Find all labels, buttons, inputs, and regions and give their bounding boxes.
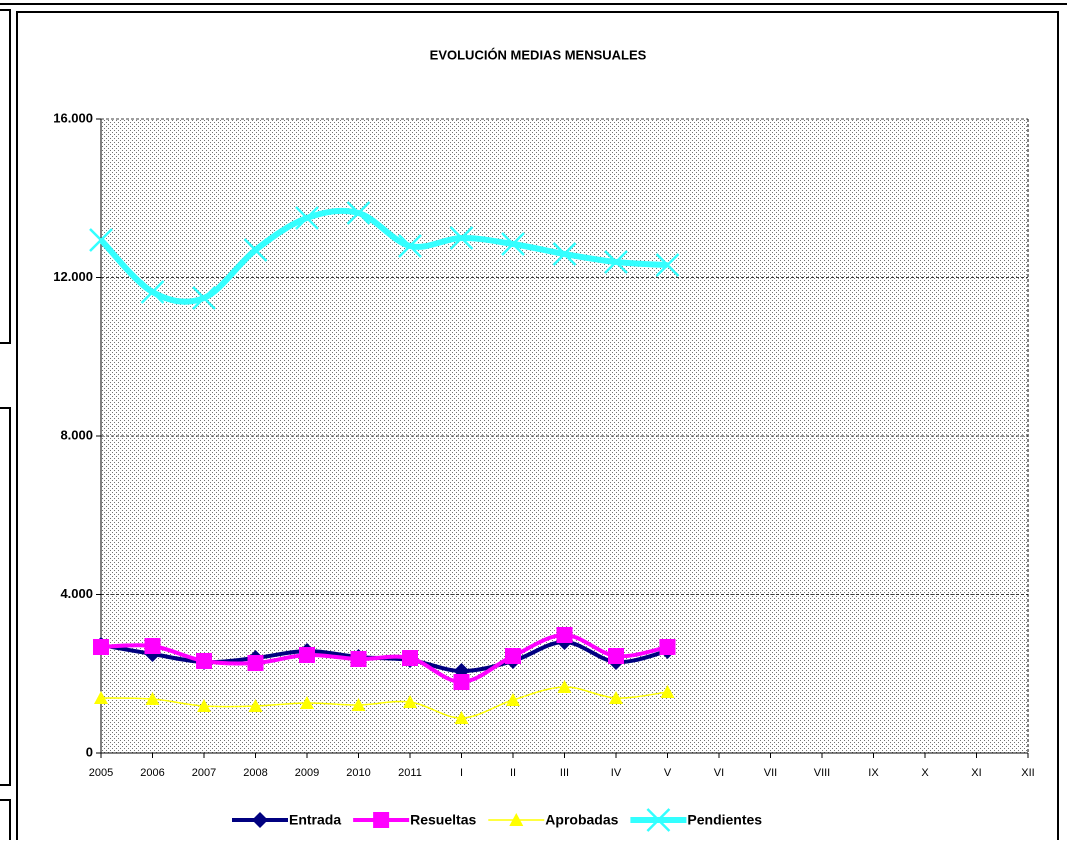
- marker: [295, 206, 319, 230]
- x-tick-label: VIII: [814, 767, 831, 779]
- x-tick-label: V: [664, 767, 672, 779]
- x-tick-label: I: [460, 767, 463, 779]
- marker: [89, 228, 113, 252]
- x-tick-label: 2007: [192, 767, 216, 779]
- x-tick-label: VI: [714, 767, 724, 779]
- marker: [247, 655, 264, 672]
- marker: [243, 238, 268, 262]
- marker: [449, 226, 474, 250]
- x-tick-label: VII: [764, 767, 777, 779]
- marker: [609, 691, 623, 705]
- x-tick-label: III: [560, 767, 569, 779]
- legend-label: Entrada: [289, 812, 341, 828]
- marker: [556, 626, 573, 643]
- x-tick-label: 2008: [243, 767, 267, 779]
- side-frame: [0, 799, 11, 845]
- x-tick-label: XI: [971, 767, 981, 779]
- marker: [505, 647, 521, 664]
- legend: Entrada Resueltas Aprobadas Pendientes: [232, 808, 762, 832]
- series: [93, 626, 676, 690]
- x-tick-label: IX: [868, 767, 879, 779]
- marker: [145, 691, 160, 705]
- x-tick-label: 2005: [89, 767, 113, 779]
- marker: [454, 711, 469, 725]
- marker: [197, 699, 211, 713]
- legend-label: Aprobadas: [545, 812, 618, 828]
- marker: [252, 812, 268, 828]
- marker: [660, 684, 675, 698]
- marker: [94, 691, 108, 705]
- marker: [373, 812, 390, 828]
- y-tick-label: 8.000: [60, 427, 93, 442]
- marker: [501, 232, 525, 256]
- marker: [608, 647, 624, 664]
- marker: [300, 695, 314, 709]
- marker: [93, 639, 109, 656]
- marker: [346, 201, 371, 225]
- marker: [351, 698, 366, 712]
- marker: [655, 253, 680, 277]
- marker: [604, 250, 628, 274]
- marker: [299, 647, 315, 664]
- chart-title: EVOLUCIÓN MEDIAS MENSUALES: [430, 47, 647, 62]
- marker: [350, 651, 367, 668]
- x-tick-label: IV: [611, 767, 622, 779]
- marker: [506, 692, 520, 706]
- marker: [659, 639, 676, 656]
- marker: [552, 242, 577, 266]
- marker: [403, 695, 417, 709]
- x-tick-label: 2009: [295, 767, 319, 779]
- legend-label: Resueltas: [410, 812, 476, 828]
- marker: [140, 280, 165, 304]
- side-frame: [0, 9, 11, 344]
- x-tick-label: XII: [1021, 767, 1034, 779]
- x-tick-label: 2010: [346, 767, 370, 779]
- y-tick-label: 0: [86, 744, 93, 759]
- x-tick-label: 2011: [398, 767, 422, 779]
- x-tick-label: X: [921, 767, 929, 779]
- series-line: [100, 686, 668, 719]
- x-tick-label: II: [510, 767, 516, 779]
- marker: [248, 699, 263, 713]
- series: [94, 679, 675, 725]
- marker: [402, 650, 418, 667]
- y-tick-label: 12.000: [53, 269, 93, 284]
- marker: [557, 679, 572, 693]
- marker: [509, 813, 524, 826]
- marker: [192, 286, 216, 310]
- marker: [196, 652, 212, 669]
- y-tick-label: 16.000: [53, 110, 93, 125]
- side-frame: [0, 407, 11, 786]
- x-tick-label: 2006: [140, 767, 164, 779]
- marker: [398, 234, 422, 258]
- marker: [646, 808, 671, 832]
- marker: [453, 673, 470, 690]
- series: [89, 201, 680, 310]
- legend-label: Pendientes: [687, 812, 762, 828]
- marker: [144, 638, 161, 655]
- y-tick-label: 4.000: [60, 586, 93, 601]
